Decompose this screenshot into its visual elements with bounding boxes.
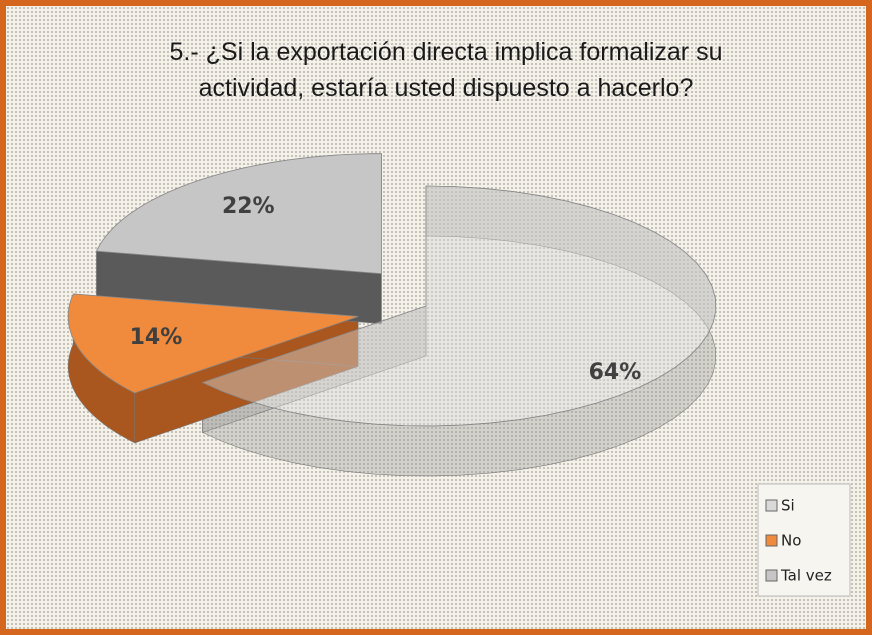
- legend-label: Tal vez: [780, 567, 832, 585]
- plot: 64% 14% 22% Si No Tal vez: [67, 153, 851, 597]
- slice: [201, 185, 717, 427]
- slice: [67, 293, 359, 394]
- legend-swatch: [765, 499, 778, 512]
- legend-swatch: [765, 534, 778, 547]
- legend-label: No: [781, 532, 801, 550]
- slice: [95, 153, 382, 275]
- legend-swatch: [765, 569, 778, 582]
- chart-title: 5.- ¿Si la exportación directa implica f…: [169, 38, 723, 102]
- data-label: 64%: [589, 360, 642, 385]
- legend-label: Si: [781, 497, 795, 515]
- data-label: 14%: [130, 325, 183, 350]
- data-label: 22%: [222, 194, 275, 219]
